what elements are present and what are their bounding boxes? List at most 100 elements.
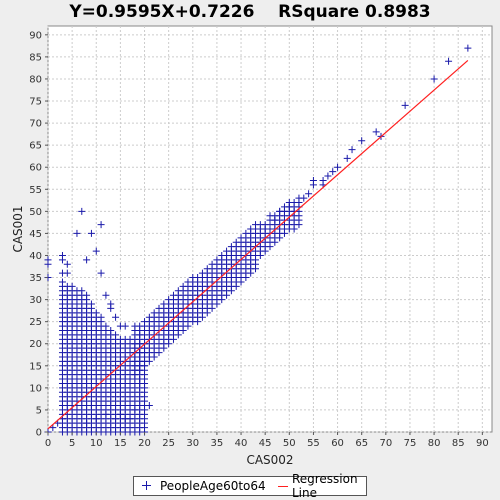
x-tick-label: 20 [138, 438, 151, 449]
data-point [141, 379, 149, 387]
regression-line-layer [47, 59, 469, 430]
x-tick-label: 70 [379, 438, 392, 449]
y-tick-label: 5 [36, 405, 42, 416]
data-point [280, 207, 288, 215]
data-point [445, 57, 453, 65]
x-tick-label: 90 [476, 438, 489, 449]
data-point [300, 194, 308, 202]
data-point [102, 410, 110, 418]
x-axis-title: CAS002 [246, 453, 293, 467]
x-tick-label: 85 [452, 438, 465, 449]
data-point [464, 44, 472, 52]
y-tick-label: 75 [29, 97, 42, 108]
y-tick-label: 45 [29, 229, 42, 240]
y-tick-label: 30 [29, 295, 42, 306]
y-tick-label: 0 [36, 428, 42, 439]
data-point [121, 322, 129, 330]
data-point [83, 419, 91, 427]
data-point [324, 172, 332, 180]
x-tick-label: 50 [283, 438, 296, 449]
data-point [97, 221, 105, 229]
data-point [102, 322, 110, 330]
data-point [63, 260, 71, 268]
y-tick-label: 65 [29, 141, 42, 152]
data-point [112, 313, 120, 321]
y-tick-label: 25 [29, 317, 42, 328]
x-tick-label: 35 [211, 438, 224, 449]
y-tick-label: 90 [29, 30, 42, 41]
data-point [63, 269, 71, 277]
data-point [266, 212, 274, 220]
data-point [92, 309, 100, 317]
axes-layer: 0 5 10 15 20 25 30 35 40 45 50 55 60 65 70 75 80 85 90 0 5 10… [29, 30, 488, 449]
legend-label-line: Regression Line [291, 472, 358, 500]
x-tick-label: 60 [331, 438, 344, 449]
x-tick-label: 30 [186, 438, 199, 449]
data-point [107, 304, 115, 312]
x-tick-label: 0 [45, 438, 51, 449]
x-tick-label: 75 [404, 438, 417, 449]
y-tick-label: 15 [29, 361, 42, 372]
x-tick-label: 25 [162, 438, 175, 449]
data-point [87, 229, 95, 237]
data-point [73, 229, 81, 237]
data-point [97, 269, 105, 277]
data-point [329, 168, 337, 176]
data-point [261, 225, 269, 233]
data-point [44, 256, 52, 264]
x-tick-label: 45 [259, 438, 272, 449]
data-point [92, 415, 100, 423]
y-tick-label: 50 [29, 207, 42, 218]
data-point [121, 415, 129, 423]
data-point [136, 331, 144, 339]
y-tick-label: 60 [29, 163, 42, 174]
y-axis-title: CAS001 [11, 205, 25, 252]
y-tick-label: 10 [29, 383, 42, 394]
line-marker-icon [277, 485, 288, 487]
x-tick-label: 10 [90, 438, 103, 449]
data-point [358, 137, 366, 145]
data-point [430, 75, 438, 83]
data-point [78, 207, 86, 215]
x-tick-label: 65 [355, 438, 368, 449]
legend-item-points: PeopleAge60to64 [140, 479, 266, 493]
x-tick-label: 80 [428, 438, 441, 449]
legend-label-points: PeopleAge60to64 [160, 479, 266, 493]
data-point [271, 216, 279, 224]
y-tick-label: 35 [29, 273, 42, 284]
data-point [348, 146, 356, 154]
data-point [334, 163, 342, 171]
data-point [116, 410, 124, 418]
data-point [112, 331, 120, 339]
y-tick-label: 70 [29, 119, 42, 130]
x-tick-label: 40 [235, 438, 248, 449]
data-point [309, 176, 317, 184]
data-point [83, 256, 91, 264]
data-point [97, 313, 105, 321]
data-point [87, 402, 95, 410]
data-point [68, 282, 76, 290]
data-point [107, 327, 115, 334]
data-point [102, 291, 110, 299]
y-tick-label: 80 [29, 74, 42, 85]
y-tick-label: 20 [29, 339, 42, 350]
data-point [92, 247, 100, 255]
data-point [372, 128, 380, 136]
regression-line [47, 59, 469, 430]
x-tick-label: 55 [307, 438, 320, 449]
data-point [145, 402, 153, 410]
data-point [285, 203, 293, 211]
y-tick-label: 55 [29, 185, 42, 196]
data-point [256, 221, 264, 229]
data-point [83, 291, 91, 299]
data-point [319, 176, 327, 184]
x-tick-label: 5 [69, 438, 75, 449]
data-point [401, 101, 409, 109]
y-tick-label: 85 [29, 52, 42, 63]
data-point [78, 287, 86, 295]
data-point [131, 322, 139, 330]
data-point [58, 278, 66, 286]
x-tick-label: 15 [114, 438, 127, 449]
